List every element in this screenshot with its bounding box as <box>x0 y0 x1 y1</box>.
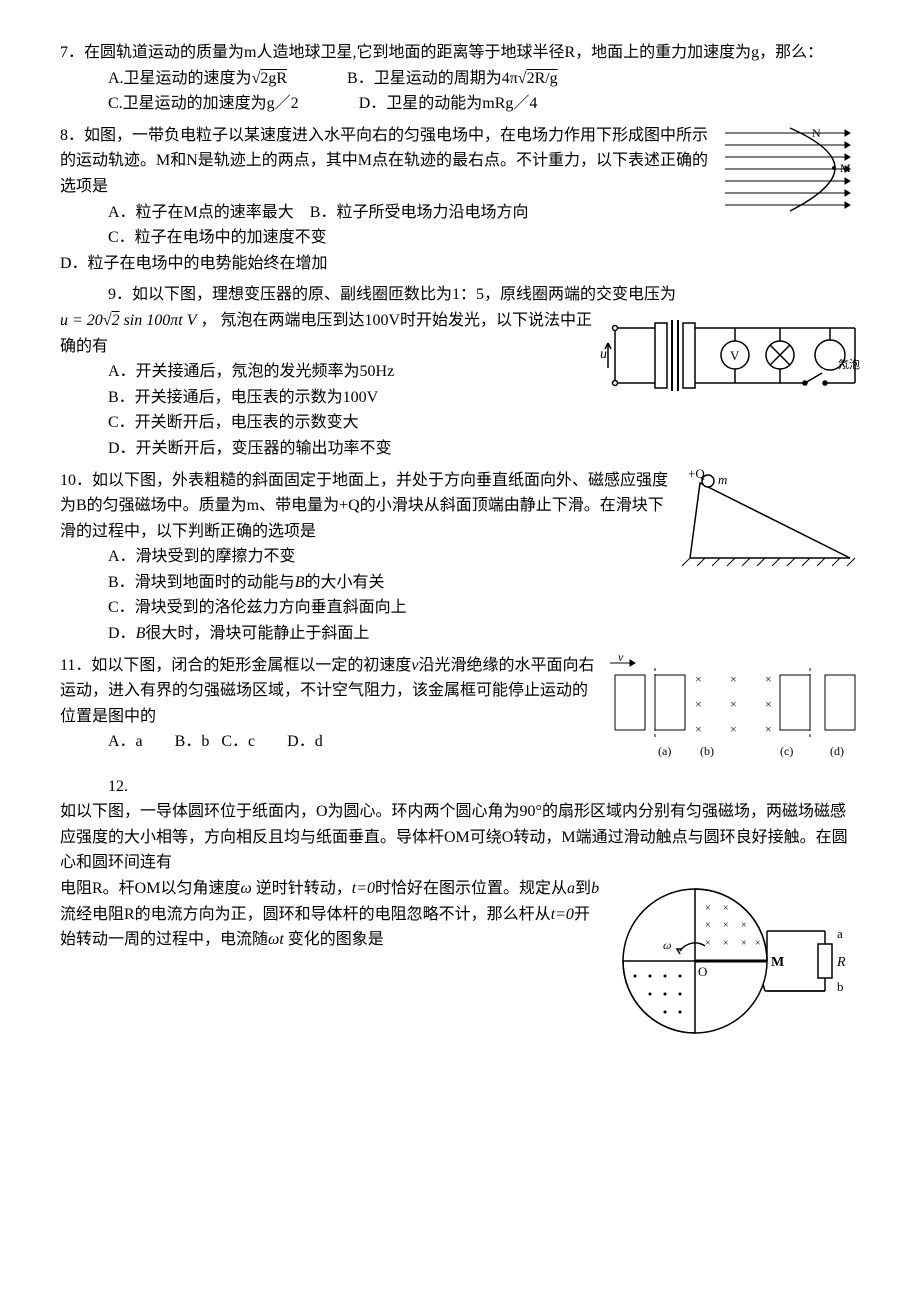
svg-text:×: × <box>741 920 747 931</box>
q12-label-o: O <box>698 964 707 979</box>
q10-option-b: B．滑块到地面时的动能与B的大小有关 <box>108 574 384 591</box>
svg-text:×: × <box>730 697 737 711</box>
q10-option-c: C．滑块受到的洛伦兹力方向垂直斜面向上 <box>60 595 670 621</box>
svg-text:×: × <box>705 920 711 931</box>
q11-option-b: B．b <box>175 733 210 750</box>
q12-label-omega: ω <box>663 938 671 952</box>
svg-text:×: × <box>755 938 761 949</box>
svg-text:×: × <box>723 920 729 931</box>
q9-label-v: V <box>730 348 740 363</box>
q7-text: 7．在圆轨道运动的质量为m人造地球卫星,它到地面的距离等于地球半径R，地面上的重… <box>60 40 860 66</box>
q11-label-b: (b) <box>700 744 714 758</box>
q11-option-d: D．d <box>287 733 323 750</box>
q12-label-b: b <box>837 979 844 994</box>
q12-text2: 电阻R。杆OM以匀角速度ω 逆时针转动，t=0时恰好在图示位置。规定从a到b流经… <box>60 880 599 948</box>
question-7: 7．在圆轨道运动的质量为m人造地球卫星,它到地面的距离等于地球半径R，地面上的重… <box>60 40 860 117</box>
q8-option-c: C．粒子在电场中的加速度不变 <box>60 225 860 251</box>
q9-label-u: u <box>600 347 607 362</box>
q11-option-a: A．a <box>108 733 143 750</box>
svg-text:×: × <box>695 697 702 711</box>
svg-text:×: × <box>705 903 711 914</box>
svg-text:×: × <box>741 938 747 949</box>
q8-label-n: N <box>812 126 821 140</box>
q12-label-r: R <box>836 955 846 970</box>
q11-option-c: C．c <box>221 733 255 750</box>
q11-label-a: (a) <box>658 744 671 758</box>
svg-text:×: × <box>730 672 737 686</box>
q9-option-b: B．开关接通后，电压表的示数为100V <box>60 385 600 411</box>
q12-num: 12. <box>60 774 860 800</box>
q12-figure: × × × × × × × × × O M ω a R b <box>605 876 860 1041</box>
q12-text1: 如以下图，一导体圆环位于纸面内，O为圆心。环内两个圆心角为90°的扇形区域内分别… <box>60 799 860 876</box>
svg-text:×: × <box>695 722 702 736</box>
q8-label-m: M <box>840 161 851 175</box>
q12-label-m: M <box>771 955 784 970</box>
q9-option-a: A．开关接通后，氖泡的发光频率为50Hz <box>60 359 600 385</box>
q9-label-neon: 氖泡 <box>838 357 860 371</box>
q8-option-d: D．粒子在电场中的电势能始终在增加 <box>60 251 860 277</box>
question-8: N M 8．如图，一带负电粒子以某速度进入水平向右的匀强电场中，在电场力作用下形… <box>60 123 860 277</box>
q9-option-d: D．开关断开后，变压器的输出功率不变 <box>60 436 600 462</box>
question-12: 12. 如以下图，一导体圆环位于纸面内，O为圆心。环内两个圆心角为90°的扇形区… <box>60 774 860 1041</box>
question-11: 11．如以下图，闭合的矩形金属框以一定的初速度v沿光滑绝缘的水平面向右运动，进入… <box>60 653 860 768</box>
q11-text: 11．如以下图，闭合的矩形金属框以一定的初速度v沿光滑绝缘的水平面向右运动，进入… <box>60 653 600 730</box>
svg-text:×: × <box>723 903 729 914</box>
q8-option-b: B．粒子所受电场力沿电场方向 <box>310 204 529 221</box>
q11-figure: × × × × × × × × × v (a) (b) (c) (d) <box>600 653 860 768</box>
q8-option-a: A．粒子在M点的速率最大 <box>108 204 294 221</box>
q10-label-q: +Q <box>688 468 705 481</box>
q11-label-v: v <box>618 653 624 664</box>
q12-label-a: a <box>837 926 843 941</box>
q9-figure: u V 氖泡 <box>600 308 860 403</box>
q7-option-b: B．卫星运动的周期为4π√2R/g <box>347 66 558 92</box>
q9-text1: 9．如以下图，理想变压器的原、副线圈匝数比为1：5，原线圈两端的交变电压为 <box>60 282 860 308</box>
q8-figure: N M <box>720 123 860 213</box>
svg-text:×: × <box>730 722 737 736</box>
svg-text:×: × <box>695 672 702 686</box>
svg-text:×: × <box>723 938 729 949</box>
question-9: 9．如以下图，理想变压器的原、副线圈匝数比为1：5，原线圈两端的交变电压为 u … <box>60 282 860 461</box>
q7-option-d: D．卫星的动能为mRg／4 <box>359 91 538 117</box>
q7-option-c: C.卫星运动的加速度为g／2 <box>108 91 299 117</box>
svg-text:×: × <box>765 722 772 736</box>
q10-text: 10．如以下图，外表粗糙的斜面固定于地面上，并处于方向垂直纸面向外、磁感应强度为… <box>60 468 670 545</box>
q11-label-c: (c) <box>780 744 793 758</box>
q10-option-a: A．滑块受到的摩擦力不变 <box>60 544 670 570</box>
q10-label-m: m <box>718 472 727 487</box>
svg-text:×: × <box>705 938 711 949</box>
q7-option-a: A.卫星运动的速度为√2gR <box>108 66 287 92</box>
q11-label-d: (d) <box>830 744 844 758</box>
q9-formula: u = 20√2 sin 100πt V <box>60 312 197 329</box>
q10-option-d: D．B很大时，滑块可能静止于斜面上 <box>108 625 369 642</box>
svg-text:×: × <box>765 672 772 686</box>
question-10: 10．如以下图，外表粗糙的斜面固定于地面上，并处于方向垂直纸面向外、磁感应强度为… <box>60 468 860 647</box>
svg-text:×: × <box>765 697 772 711</box>
q9-option-c: C．开关断开后，电压表的示数变大 <box>60 410 600 436</box>
q10-figure: +Q m <box>670 468 860 578</box>
